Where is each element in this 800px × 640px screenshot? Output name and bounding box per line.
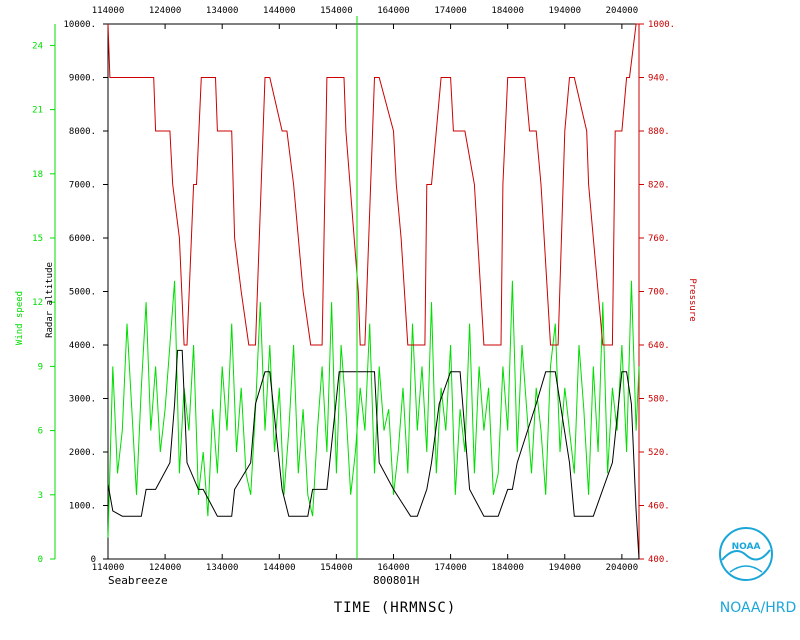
x-tick-label-top: 124000 (149, 6, 182, 16)
series-altitude-line (107, 349, 640, 560)
logo-caption: NOAA/HRD (720, 600, 797, 616)
altitude-tick-label: 2000. (69, 448, 96, 458)
pressure-tick-label: 1000. (648, 20, 675, 30)
station-label: Seabreeze (108, 574, 168, 587)
x-tick-label-top: 144000 (263, 6, 296, 16)
wind-tick-label: 12 (32, 298, 43, 308)
wind-tick-label: 18 (32, 170, 43, 180)
altitude-tick-label: 0 (91, 555, 96, 565)
wind-tick-label: 24 (32, 41, 43, 51)
x-tick-label-top: 134000 (206, 6, 239, 16)
pressure-tick-label: 760. (648, 234, 670, 244)
wind-axis-title: Wind speed (15, 291, 25, 345)
x-tick-label: 124000 (149, 563, 182, 573)
altitude-tick-label: 9000. (69, 74, 96, 84)
altitude-tick-label: 6000. (69, 234, 96, 244)
x-tick-label-top: 204000 (606, 6, 639, 16)
x-tick-label-top: 174000 (434, 6, 467, 16)
x-tick-label: 194000 (549, 563, 582, 573)
wind-tick-label: 15 (32, 234, 43, 244)
altitude-tick-group: 0 1000. 2000. 3000. 4000. 5000. 6000. 7000. 8000… (63, 20, 108, 565)
x-tick-label-top: 114000 (92, 6, 125, 16)
pressure-tick-label: 820. (648, 181, 670, 191)
pressure-tick-label: 520. (648, 448, 670, 458)
altitude-tick-label: 4000. (69, 341, 96, 351)
x-tick-label-top: 184000 (491, 6, 524, 16)
x-tick-label-top: 154000 (320, 6, 353, 16)
altitude-tick-label: 5000. (69, 288, 96, 298)
pressure-tick-label: 940. (648, 74, 670, 84)
pressure-tick-label: 880. (648, 127, 670, 137)
wind-tick-group: 0 3 6 9 12 15 18 21 24 (32, 41, 55, 565)
altitude-tick-label: 3000. (69, 395, 96, 405)
logo-text: NOAA (732, 542, 761, 552)
flight-id-label: 800801H (373, 574, 419, 587)
x-tick-label: 184000 (491, 563, 524, 573)
x-tick-label: 204000 (606, 563, 639, 573)
x-tick-label: 154000 (320, 563, 353, 573)
altitude-tick-label: 10000. (63, 20, 96, 30)
pressure-axis-title: Pressure (687, 278, 697, 321)
altitude-axis-title: Radar altitude (45, 262, 55, 338)
altitude-tick-label: 7000. (69, 181, 96, 191)
x-tick-label-top: 194000 (549, 6, 582, 16)
x-tick-group: 114000 114000 124000 124000 134000 134000 1440… (92, 6, 638, 573)
x-tick-label: 164000 (377, 563, 410, 573)
x-tick-label: 114000 (92, 563, 125, 573)
pressure-tick-label: 400. (648, 555, 670, 565)
series-pressure-line (107, 23, 639, 346)
altitude-tick-label: 8000. (69, 127, 96, 137)
pressure-tick-label: 700. (648, 288, 670, 298)
altitude-tick-label: 1000. (69, 502, 96, 512)
series-wind-line (107, 280, 640, 538)
wind-tick-label: 6 (38, 427, 43, 437)
x-axis-title: TIME (HRMNSC) (334, 600, 457, 616)
pressure-tick-group: 400. 460. 520. 580. 640. 700. 760. 820. 880. 940.… (639, 20, 675, 565)
pressure-tick-label: 580. (648, 395, 670, 405)
wind-tick-label: 9 (38, 362, 43, 372)
wind-tick-label: 0 (38, 555, 43, 565)
wind-tick-label: 21 (32, 106, 43, 116)
x-tick-label: 134000 (206, 563, 239, 573)
x-tick-label: 174000 (434, 563, 467, 573)
x-tick-label: 144000 (263, 563, 296, 573)
wind-tick-label: 3 (38, 491, 43, 501)
x-tick-label-top: 164000 (377, 6, 410, 16)
pressure-tick-label: 640. (648, 341, 670, 351)
pressure-tick-label: 460. (648, 502, 670, 512)
noaa-logo: NOAA (719, 527, 773, 581)
